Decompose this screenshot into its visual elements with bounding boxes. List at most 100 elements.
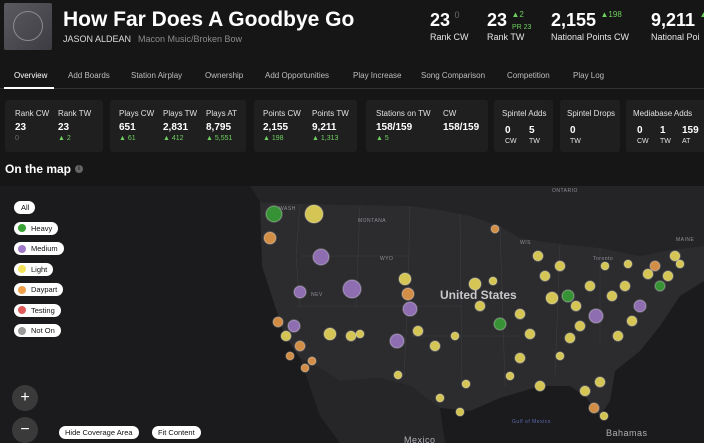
station-marker[interactable] xyxy=(588,402,600,414)
station-marker[interactable] xyxy=(633,299,647,313)
station-marker[interactable] xyxy=(594,376,606,388)
station-marker[interactable] xyxy=(534,380,546,392)
light-dot-icon xyxy=(18,265,26,273)
station-marker[interactable] xyxy=(293,285,307,299)
tab-station-airplay[interactable]: Station Airplay xyxy=(131,71,183,80)
station-marker[interactable] xyxy=(468,277,482,291)
tab-song-comparison[interactable]: Song Comparison xyxy=(421,71,486,80)
station-marker[interactable] xyxy=(435,393,445,403)
station-marker[interactable] xyxy=(642,268,654,280)
station-marker[interactable] xyxy=(570,300,582,312)
station-marker[interactable] xyxy=(402,301,418,317)
artist-name[interactable]: JASON ALDEAN xyxy=(63,34,132,44)
station-marker[interactable] xyxy=(619,280,631,292)
label-montana: MONTANA xyxy=(358,218,387,224)
station-marker[interactable] xyxy=(490,224,500,234)
station-marker[interactable] xyxy=(554,260,566,272)
tab-ownership[interactable]: Ownership xyxy=(205,71,244,80)
station-marker[interactable] xyxy=(584,280,596,292)
station-marker[interactable] xyxy=(579,385,591,397)
station-marker[interactable] xyxy=(488,276,498,286)
legend-testing[interactable]: Testing xyxy=(14,303,61,317)
info-icon[interactable]: i xyxy=(75,165,83,173)
card-rank: Rank CW 23 0 Rank TW 23 ▲ 2 xyxy=(5,100,103,152)
label-gulf: Gulf of Mexico xyxy=(512,419,551,425)
station-marker[interactable] xyxy=(474,300,486,312)
station-marker[interactable] xyxy=(649,260,661,272)
legend-heavy[interactable]: Heavy xyxy=(14,221,59,235)
station-marker[interactable] xyxy=(323,327,337,341)
station-marker[interactable] xyxy=(287,319,301,333)
station-marker[interactable] xyxy=(662,270,674,282)
legend-medium[interactable]: Medium xyxy=(14,242,64,255)
tab-competition[interactable]: Competition xyxy=(507,71,550,80)
song-title: How Far Does A Goodbye Go xyxy=(63,8,355,31)
hide-coverage-button[interactable]: Hide Coverage Area xyxy=(59,426,139,439)
station-marker[interactable] xyxy=(532,250,544,262)
legend-all[interactable]: All xyxy=(14,201,36,214)
station-marker[interactable] xyxy=(263,231,277,245)
station-marker[interactable] xyxy=(285,351,295,361)
legend-not-on[interactable]: Not On xyxy=(14,324,61,337)
stat-national-points-tw: 9,211 ▲1 National Poi xyxy=(651,10,704,42)
station-marker[interactable] xyxy=(398,272,412,286)
fit-content-button[interactable]: Fit Content xyxy=(152,426,201,439)
station-marker[interactable] xyxy=(599,411,609,421)
station-marker[interactable] xyxy=(412,325,424,337)
station-marker[interactable] xyxy=(342,279,362,299)
station-marker[interactable] xyxy=(389,333,405,349)
station-marker[interactable] xyxy=(429,340,441,352)
station-marker[interactable] xyxy=(600,261,610,271)
station-marker[interactable] xyxy=(675,259,685,269)
station-marker[interactable] xyxy=(514,352,526,364)
station-marker[interactable] xyxy=(561,289,575,303)
station-marker[interactable] xyxy=(588,308,604,324)
daypart-dot-icon xyxy=(18,285,26,294)
station-marker[interactable] xyxy=(539,270,551,282)
label-wis: WIS xyxy=(520,240,531,246)
song-header: How Far Does A Goodbye Go JASON ALDEAN M… xyxy=(0,0,704,62)
station-marker[interactable] xyxy=(545,291,559,305)
legend-light[interactable]: Light xyxy=(14,262,54,276)
tab-add-opportunities[interactable]: Add Opportunities xyxy=(265,71,330,80)
station-marker[interactable] xyxy=(300,363,310,373)
card-points: Points CW 2,155 ▲ 198 Points TW 9,211 ▲ 1,31… xyxy=(254,100,357,152)
label-wash: WASH xyxy=(279,206,296,212)
station-marker[interactable] xyxy=(280,330,292,342)
station-marker[interactable] xyxy=(493,317,507,331)
zoom-out-button[interactable]: − xyxy=(12,417,38,443)
tab-play-increase[interactable]: Play Increase xyxy=(353,71,402,80)
station-marker[interactable] xyxy=(524,328,536,340)
station-map[interactable]: WASH MONTANA ONTARIO WYO WIS MAINE NEV T… xyxy=(0,186,704,443)
station-marker[interactable] xyxy=(304,204,324,224)
station-marker[interactable] xyxy=(401,287,415,301)
station-marker[interactable] xyxy=(355,329,365,339)
station-marker[interactable] xyxy=(393,370,403,380)
station-marker[interactable] xyxy=(654,280,666,292)
tab-add-boards[interactable]: Add Boards xyxy=(68,71,110,80)
station-marker[interactable] xyxy=(505,371,515,381)
station-marker[interactable] xyxy=(265,205,283,223)
stat-cards: Rank CW 23 0 Rank TW 23 ▲ 2 Plays CW 651 ▲ 61 … xyxy=(0,100,704,152)
station-marker[interactable] xyxy=(623,259,633,269)
station-marker[interactable] xyxy=(307,356,317,366)
station-marker[interactable] xyxy=(564,332,576,344)
station-marker[interactable] xyxy=(272,316,284,328)
station-marker[interactable] xyxy=(345,330,357,342)
legend-daypart[interactable]: Daypart xyxy=(14,283,64,296)
station-marker[interactable] xyxy=(461,379,471,389)
tab-overview[interactable]: Overview xyxy=(14,71,48,80)
tab-play-log[interactable]: Play Log xyxy=(573,71,605,80)
station-marker[interactable] xyxy=(574,320,586,332)
zoom-in-button[interactable]: + xyxy=(12,385,38,411)
station-marker[interactable] xyxy=(555,351,565,361)
station-marker[interactable] xyxy=(626,315,638,327)
station-marker[interactable] xyxy=(514,308,526,320)
station-marker[interactable] xyxy=(669,250,681,262)
station-marker[interactable] xyxy=(612,330,624,342)
station-marker[interactable] xyxy=(450,331,460,341)
station-marker[interactable] xyxy=(606,290,618,302)
station-marker[interactable] xyxy=(312,248,330,266)
station-marker[interactable] xyxy=(455,407,465,417)
station-marker[interactable] xyxy=(294,340,306,352)
